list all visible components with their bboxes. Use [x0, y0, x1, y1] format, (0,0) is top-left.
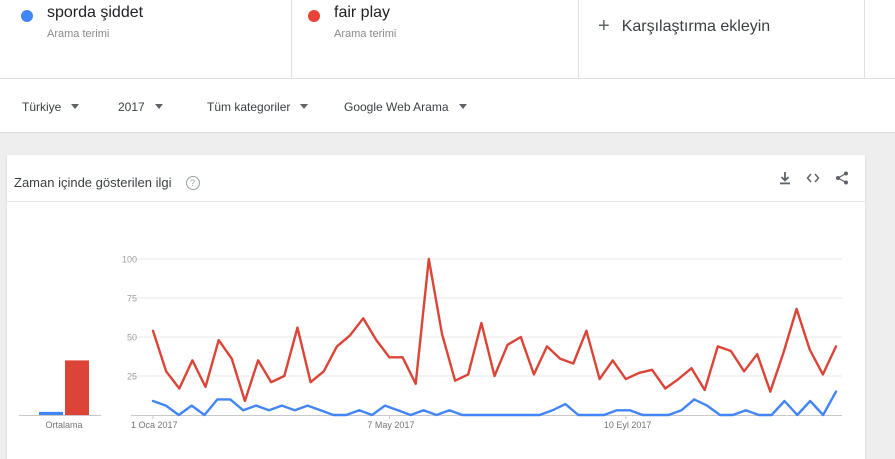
y-tick-label: 75	[127, 294, 137, 304]
filter-bar: Türkiye 2017 Tüm kategoriler Google Web …	[0, 79, 895, 133]
divider	[864, 0, 865, 78]
category-dropdown[interactable]: Tüm kategoriler	[207, 100, 309, 114]
y-tick-label: 50	[127, 333, 137, 343]
average-label: Ortalama	[45, 420, 82, 430]
add-comparison-button[interactable]: + Karşılaştırma ekleyin	[598, 14, 770, 37]
x-tick-label: 7 May 2017	[367, 420, 414, 430]
help-icon[interactable]: ?	[185, 176, 200, 190]
series-line	[151, 257, 838, 403]
term-fair-play[interactable]: fair play Arama terimi	[308, 0, 568, 78]
term-subtitle: Arama terimi	[334, 28, 397, 40]
search-type-value: Google Web Arama	[344, 100, 449, 114]
plus-icon: +	[598, 15, 610, 37]
red-series-dot-icon	[308, 10, 320, 22]
caret-down-icon	[71, 104, 80, 109]
region-value: Türkiye	[22, 100, 62, 114]
card-divider	[7, 201, 865, 202]
average-bar	[39, 411, 63, 415]
term-sporda-siddet[interactable]: sporda şiddet Arama terimi	[21, 0, 281, 78]
period-dropdown[interactable]: 2017	[118, 100, 163, 114]
search-type-dropdown[interactable]: Google Web Arama	[344, 100, 467, 114]
blue-series-dot-icon	[21, 10, 33, 22]
period-value: 2017	[118, 100, 145, 114]
term-name: sporda şiddet	[47, 4, 144, 21]
y-tick-label: 100	[122, 255, 137, 265]
category-value: Tüm kategoriler	[207, 100, 291, 114]
caret-down-icon	[300, 104, 309, 109]
average-bar	[65, 360, 89, 415]
divider	[578, 0, 579, 78]
caret-down-icon	[154, 104, 163, 109]
card-title: Zaman içinde gösterilen ilgi?	[14, 175, 200, 191]
x-tick-label: 10 Eyl 2017	[604, 420, 652, 430]
divider	[291, 0, 292, 78]
series-line	[151, 390, 838, 417]
add-comparison-label: Karşılaştırma ekleyin	[621, 18, 771, 35]
term-name: fair play	[334, 4, 391, 21]
y-tick-label: 25	[127, 372, 137, 382]
comparison-header: sporda şiddet Arama terimi fair play Ara…	[0, 0, 895, 79]
interest-over-time-card: Zaman içinde gösterilen ilgi? 25 50 75 100 1…	[7, 155, 865, 459]
caret-down-icon	[458, 104, 467, 109]
card-title-text: Zaman içinde gösterilen ilgi	[14, 175, 172, 190]
region-dropdown[interactable]: Türkiye	[22, 100, 80, 114]
share-icon[interactable]	[835, 171, 849, 190]
term-subtitle: Arama terimi	[47, 28, 110, 40]
x-tick-label: 1 Oca 2017	[131, 420, 178, 430]
embed-icon[interactable]	[806, 171, 820, 190]
interest-chart: 25 50 75 100 1 Oca 2017 7 May 2017 10 Eyl 2017…	[19, 255, 842, 430]
download-icon[interactable]	[779, 171, 791, 190]
